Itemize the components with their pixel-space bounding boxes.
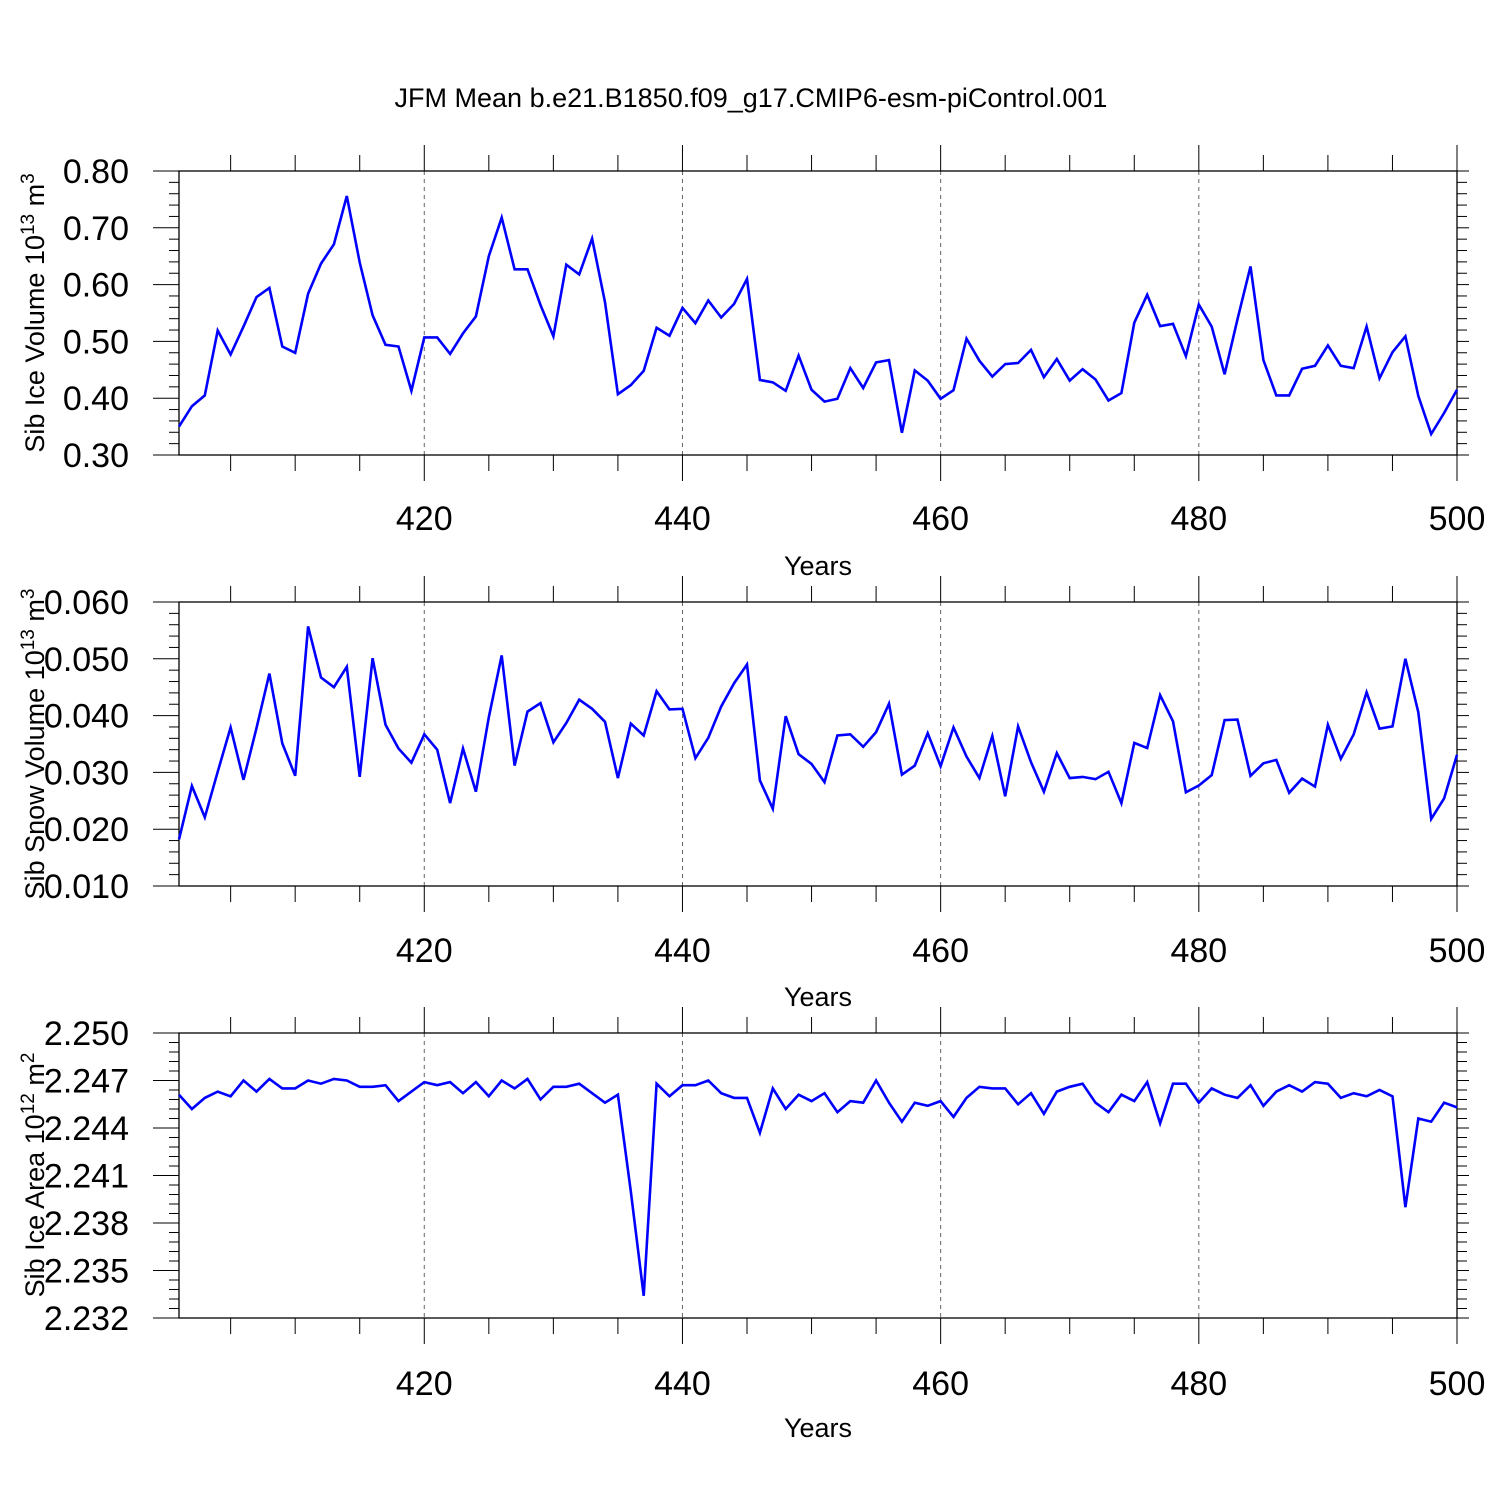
y-tick-label: 0.060 — [44, 584, 129, 622]
y-tick-label: 0.30 — [63, 437, 129, 475]
y-tick-label: 2.241 — [44, 1158, 129, 1196]
x-tick-label: 440 — [654, 500, 711, 538]
x-tick-label: 460 — [912, 1365, 969, 1403]
y-tick-label: 2.235 — [44, 1253, 129, 1291]
y-tick-label: 0.70 — [63, 210, 129, 248]
x-tick-label: 420 — [396, 500, 453, 538]
y-tick-label: 2.232 — [44, 1300, 129, 1338]
x-tick-label: 480 — [1170, 500, 1227, 538]
y-axis-title: Sib Ice Area 1012 m2 — [18, 1053, 50, 1298]
x-tick-label: 420 — [396, 1365, 453, 1403]
y-tick-label: 0.50 — [63, 323, 129, 361]
x-axis-title: Years — [784, 982, 852, 1012]
y-tick-label: 2.244 — [44, 1110, 129, 1148]
chart-panel-2: 0.010 0.020 0.030 0.040 0.050 0.060 420 440 460 4… — [18, 576, 1485, 1012]
y-tick-label: 0.60 — [63, 267, 129, 305]
y-tick-label: 0.020 — [44, 811, 129, 849]
x-tick-label: 500 — [1429, 500, 1486, 538]
y-tick-label: 0.030 — [44, 754, 129, 792]
x-tick-label: 460 — [912, 932, 969, 970]
x-tick-label: 420 — [396, 932, 453, 970]
x-tick-label: 440 — [654, 1365, 711, 1403]
y-axis-title: Sib Ice Volume 1013 m3 — [18, 173, 50, 452]
plot-frame — [178, 170, 1458, 456]
x-tick-label: 460 — [912, 500, 969, 538]
y-tick-label: 2.250 — [44, 1015, 129, 1053]
series-line-1 — [177, 626, 1459, 840]
y-tick-label: 0.80 — [63, 153, 129, 191]
series-line-1 — [177, 195, 1459, 438]
figure-title: JFM Mean b.e21.B1850.f09_g17.CMIP6-esm-p… — [395, 83, 1108, 113]
series-line-1 — [178, 1077, 1458, 1296]
x-tick-label: 480 — [1170, 932, 1227, 970]
chart-panel-3: 2.232 2.235 2.238 2.241 2.244 2.247 2.250 420 44… — [18, 1007, 1485, 1443]
x-tick-label: 440 — [654, 932, 711, 970]
y-axis-title: Sib Snow Volume 1013 m3 — [18, 589, 50, 900]
x-tick-label: 500 — [1429, 932, 1486, 970]
y-tick-label: 0.040 — [44, 698, 129, 736]
y-tick-label: 0.40 — [63, 380, 129, 418]
y-tick-label: 0.050 — [44, 641, 129, 679]
panels: 0.30 0.40 0.50 0.60 0.70 0.80 420 440 460 480 500 Y… — [18, 145, 1485, 1443]
y-tick-label: 2.238 — [44, 1205, 129, 1243]
chart-panel-1: 0.30 0.40 0.50 0.60 0.70 0.80 420 440 460 480 500 Y… — [18, 145, 1485, 581]
x-axis-title: Years — [784, 551, 852, 581]
y-tick-label: 0.010 — [44, 868, 129, 906]
x-axis-title: Years — [784, 1413, 852, 1443]
x-tick-label: 480 — [1170, 1365, 1227, 1403]
plot-frame — [178, 601, 1458, 887]
x-tick-label: 500 — [1429, 1365, 1486, 1403]
y-tick-label: 2.247 — [44, 1063, 129, 1101]
